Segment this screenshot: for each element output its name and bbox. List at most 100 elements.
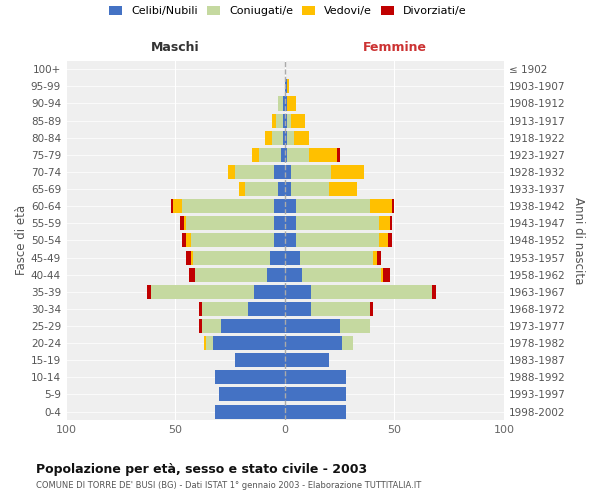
Bar	[431, 285, 436, 299]
Bar	[278, 96, 283, 110]
Bar	[274, 234, 285, 247]
Bar	[151, 285, 254, 299]
Bar	[283, 114, 285, 128]
Bar	[311, 302, 370, 316]
Bar	[191, 250, 193, 264]
Bar	[285, 404, 346, 418]
Bar	[239, 182, 245, 196]
Bar	[248, 302, 285, 316]
Bar	[187, 216, 274, 230]
Bar	[269, 250, 285, 264]
Bar	[285, 165, 292, 179]
Bar	[281, 148, 285, 162]
Bar	[373, 250, 377, 264]
Y-axis label: Fasce di età: Fasce di età	[15, 206, 28, 276]
Text: Popolazione per età, sesso e stato civile - 2003: Popolazione per età, sesso e stato civil…	[36, 462, 367, 475]
Bar	[285, 336, 342, 350]
Bar	[285, 250, 300, 264]
Bar	[285, 148, 287, 162]
Bar	[274, 216, 285, 230]
Bar	[182, 234, 187, 247]
Bar	[252, 148, 259, 162]
Bar	[285, 319, 340, 333]
Bar	[191, 234, 274, 247]
Bar	[180, 216, 184, 230]
Bar	[259, 148, 281, 162]
Bar	[285, 234, 296, 247]
Bar	[285, 216, 296, 230]
Bar	[287, 148, 309, 162]
Bar	[285, 388, 346, 402]
Bar	[296, 234, 379, 247]
Bar	[215, 370, 285, 384]
Bar	[184, 216, 187, 230]
Bar	[292, 114, 305, 128]
Bar	[337, 148, 340, 162]
Bar	[331, 165, 364, 179]
Bar	[379, 234, 388, 247]
Bar	[285, 353, 329, 368]
Bar	[340, 319, 370, 333]
Bar	[187, 234, 191, 247]
Bar	[285, 114, 287, 128]
Bar	[285, 130, 287, 144]
Bar	[370, 302, 373, 316]
Bar	[296, 216, 379, 230]
Bar	[173, 199, 182, 213]
Bar	[193, 250, 269, 264]
Bar	[147, 285, 151, 299]
Bar	[285, 302, 311, 316]
Bar	[311, 285, 431, 299]
Bar	[272, 130, 283, 144]
Bar	[245, 182, 278, 196]
Bar	[188, 268, 195, 281]
Bar	[272, 114, 276, 128]
Bar	[276, 114, 283, 128]
Bar	[309, 148, 337, 162]
Bar	[377, 250, 381, 264]
Bar	[287, 96, 296, 110]
Bar	[219, 388, 285, 402]
Bar	[228, 165, 235, 179]
Bar	[268, 268, 285, 281]
Bar	[199, 319, 202, 333]
Bar	[285, 182, 292, 196]
Bar	[283, 96, 285, 110]
Bar	[379, 216, 390, 230]
Legend: Celibi/Nubili, Coniugati/e, Vedovi/e, Divorziati/e: Celibi/Nubili, Coniugati/e, Vedovi/e, Di…	[109, 6, 467, 16]
Bar	[199, 302, 202, 316]
Bar	[388, 234, 392, 247]
Y-axis label: Anni di nascita: Anni di nascita	[572, 196, 585, 284]
Bar	[283, 130, 285, 144]
Bar	[285, 268, 302, 281]
Bar	[202, 302, 248, 316]
Bar	[274, 199, 285, 213]
Bar	[171, 199, 173, 213]
Bar	[300, 250, 373, 264]
Bar	[285, 96, 287, 110]
Bar	[287, 114, 292, 128]
Bar	[206, 336, 212, 350]
Text: COMUNE DI TORRE DE' BUSI (BG) - Dati ISTAT 1° gennaio 2003 - Elaborazione TUTTIT: COMUNE DI TORRE DE' BUSI (BG) - Dati IST…	[36, 481, 421, 490]
Bar	[292, 182, 329, 196]
Bar	[235, 353, 285, 368]
Bar	[293, 130, 309, 144]
Bar	[278, 182, 285, 196]
Bar	[296, 199, 370, 213]
Bar	[187, 250, 191, 264]
Bar	[302, 268, 381, 281]
Bar	[285, 370, 346, 384]
Bar	[392, 199, 394, 213]
Bar	[182, 199, 274, 213]
Bar	[265, 130, 272, 144]
Bar	[285, 285, 311, 299]
Bar	[285, 199, 296, 213]
Bar	[287, 80, 289, 94]
Bar	[390, 216, 392, 230]
Bar	[274, 165, 285, 179]
Text: Femmine: Femmine	[362, 40, 427, 54]
Bar	[204, 336, 206, 350]
Bar	[370, 199, 392, 213]
Bar	[215, 404, 285, 418]
Bar	[235, 165, 274, 179]
